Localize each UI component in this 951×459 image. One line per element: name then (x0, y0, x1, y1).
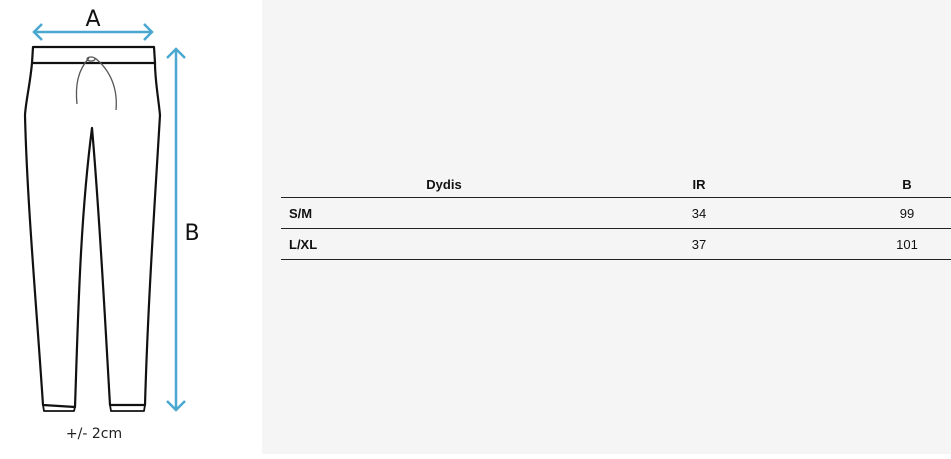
cell-size: S/M (281, 197, 607, 229)
cell-ir: 37 (607, 228, 791, 260)
header-b: B (791, 172, 951, 198)
table-row: S/M 34 99 (281, 197, 951, 229)
arrow-b-icon (166, 47, 186, 412)
header-ir: IR (607, 172, 791, 198)
cell-b: 101 (791, 228, 951, 260)
table-header-row: Dydis IR B (281, 172, 951, 198)
header-size: Dydis (281, 172, 607, 198)
label-b: B (184, 221, 199, 246)
arrow-a-icon (32, 23, 154, 41)
size-table: Dydis IR B S/M 34 99 L/XL 37 101 (281, 172, 951, 260)
table-row: L/XL 37 101 (281, 228, 951, 260)
tolerance-note: +/- 2cm (66, 426, 122, 442)
cell-ir: 34 (607, 197, 791, 229)
pants-size-diagram: A B +/- 2cm (0, 0, 262, 454)
cell-size: L/XL (281, 228, 607, 260)
size-table-panel: Dydis IR B S/M 34 99 L/XL 37 101 (262, 0, 951, 454)
label-a: A (85, 7, 100, 32)
cell-b: 99 (791, 197, 951, 229)
pants-drawing: A B +/- 2cm (23, 7, 200, 442)
